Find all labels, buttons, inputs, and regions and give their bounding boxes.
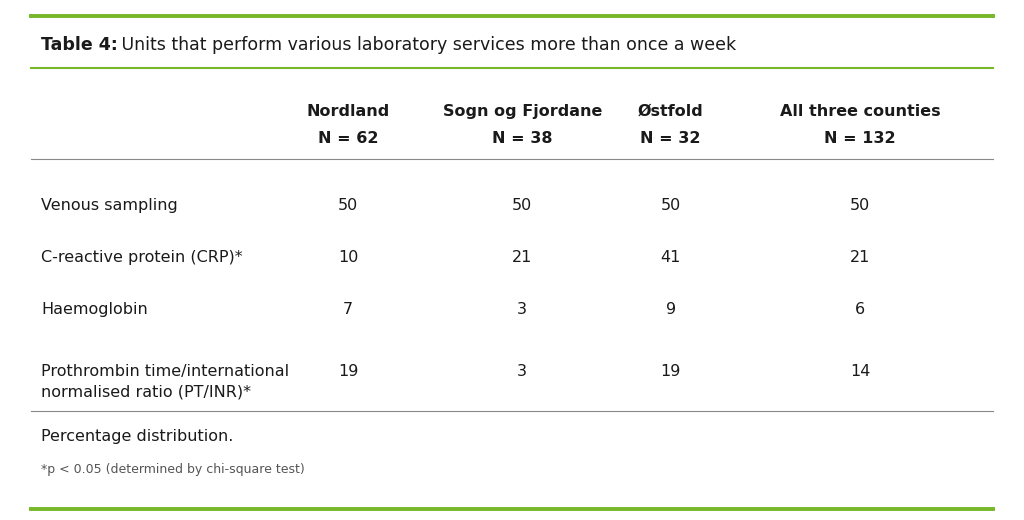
Text: Percentage distribution.: Percentage distribution.	[41, 429, 233, 444]
Text: 9: 9	[666, 302, 676, 317]
Text: N = 132: N = 132	[824, 131, 896, 146]
Text: All three counties: All three counties	[780, 104, 940, 119]
Text: 3: 3	[517, 364, 527, 379]
Text: *p < 0.05 (determined by chi-square test): *p < 0.05 (determined by chi-square test…	[41, 463, 305, 476]
Text: 3: 3	[517, 302, 527, 317]
Text: 10: 10	[338, 250, 358, 265]
Text: 19: 19	[660, 364, 681, 379]
Text: 14: 14	[850, 364, 870, 379]
Text: 50: 50	[512, 198, 532, 213]
Text: Østfold: Østfold	[638, 104, 703, 119]
Text: 50: 50	[850, 198, 870, 213]
Text: Venous sampling: Venous sampling	[41, 198, 178, 213]
Text: 50: 50	[660, 198, 681, 213]
Text: 6: 6	[855, 302, 865, 317]
Text: 19: 19	[338, 364, 358, 379]
Text: N = 38: N = 38	[492, 131, 553, 146]
Text: C-reactive protein (CRP)*: C-reactive protein (CRP)*	[41, 250, 243, 265]
Text: Table 4:: Table 4:	[41, 36, 118, 55]
Text: N = 62: N = 62	[317, 131, 379, 146]
Text: N = 32: N = 32	[640, 131, 701, 146]
Text: Sogn og Fjordane: Sogn og Fjordane	[442, 104, 602, 119]
Text: 50: 50	[338, 198, 358, 213]
Text: Nordland: Nordland	[306, 104, 390, 119]
Text: Prothrombin time/international
normalised ratio (PT/INR)*: Prothrombin time/international normalise…	[41, 364, 289, 399]
Text: 7: 7	[343, 302, 353, 317]
Text: 41: 41	[660, 250, 681, 265]
Text: 21: 21	[512, 250, 532, 265]
Text: 21: 21	[850, 250, 870, 265]
Text: Units that perform various laboratory services more than once a week: Units that perform various laboratory se…	[116, 36, 736, 55]
Text: Haemoglobin: Haemoglobin	[41, 302, 147, 317]
